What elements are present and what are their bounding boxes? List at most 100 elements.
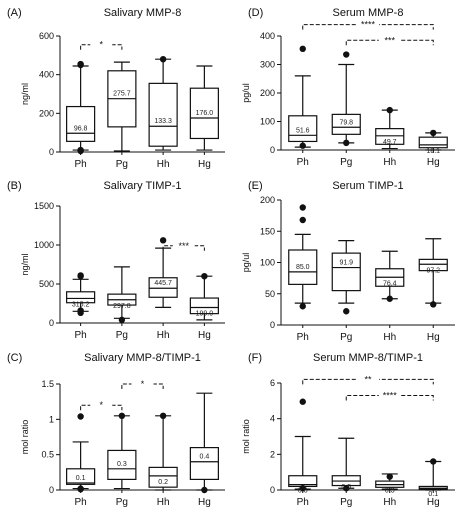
outlier-point [159,56,167,63]
median-label: 85.0 [296,264,310,271]
panel-letter: (C) [7,352,22,364]
box-body [375,128,405,145]
median-label: 315.2 [72,301,90,308]
median-label: 91.9 [339,260,353,267]
median-label: 79.8 [339,119,353,126]
outlier-point [299,45,306,53]
box-hg: 0.1 [418,458,448,498]
box-pg: 0.3 [107,412,137,490]
outlier-point [299,303,306,310]
outlier-point [299,485,306,492]
x-tick-label: Hh [383,332,396,343]
median-label: 133.3 [154,118,172,125]
outlier-point [430,129,437,137]
y-tick-label: 100 [260,258,275,268]
bracket-label-bg [357,19,379,30]
box-body [148,82,178,147]
x-tick-label: Hg [198,497,211,508]
box-hg: 18.1 [418,129,448,155]
x-tick-label: Hh [383,157,396,168]
y-tick-label: 500 [39,279,54,289]
box-hg: 97.2 [418,238,448,308]
box-body [189,87,219,140]
box-body [148,466,178,488]
bracket-label: ** [364,374,372,384]
median-label: 18.1 [426,148,440,155]
outlier-point [77,272,84,279]
outlier-point [159,237,167,244]
box-ph: 51.6 [288,45,318,149]
panel-letter: (B) [7,180,22,192]
x-tick-label: Hg [198,159,211,170]
y-axis-label: ng/ml [20,83,30,105]
y-tick-label: 1 [49,414,54,424]
median-label: 0.1 [76,475,86,482]
box-body [418,136,448,149]
y-tick-label: 100 [260,117,275,127]
median-label: 97.2 [426,267,440,274]
y-tick-label: 1500 [34,201,54,211]
x-tick-label: Hg [427,157,440,168]
box-body [148,277,178,298]
outlier-point [343,51,350,58]
significance-bracket: **** [345,390,434,401]
box-hh: 445.7 [148,237,178,308]
median-label: 49.7 [383,139,397,146]
x-tick-label: Ph [75,159,87,170]
x-tick-label: Pg [116,330,128,341]
x-tick-label: Hh [383,497,396,508]
box-body [331,252,361,292]
bracket-line [302,24,434,30]
x-tick-label: Hg [427,332,440,343]
median-label: 297.8 [113,303,131,310]
panel-f: (F) Serum MMP-8/TIMP-1 0 2 4 6 mol ratio Ph Pg Hh… [241,352,455,508]
panel-title: Salivary MMP-8/TIMP-1 [84,352,201,364]
outlier-point [343,485,350,492]
bracket-label: *** [384,35,395,45]
box-pg: 79.8 [331,51,361,147]
x-tick-label: Pg [340,497,352,508]
y-tick-label: 0 [270,485,275,495]
outlier-point [430,301,437,308]
y-axis-label: pg/ul [241,253,251,273]
bracket-label-bg [378,390,401,401]
x-tick-label: Ph [297,497,309,508]
y-tick-label: 50 [265,289,275,299]
box-pg: 0.5 [331,437,361,492]
box-pg: 297.8 [107,266,137,324]
x-tick-label: Pg [340,157,352,168]
box-pg: 275.7 [107,61,137,152]
y-tick-label: 4 [270,414,275,424]
median-label: 0.3 [298,488,308,495]
panel-title: Salivary MMP-8 [104,7,182,19]
y-tick-label: 300 [260,60,275,70]
bracket-label: * [141,379,145,389]
x-tick-label: Ph [297,157,309,168]
panel-letter: (A) [7,7,22,19]
box-hg: 199.0 [189,273,219,321]
box-ph: 85.0 [288,204,318,310]
y-tick-label: 1.5 [41,379,54,389]
significance-bracket: *** [345,35,434,46]
y-axis-label: mol ratio [20,420,30,455]
outlier-point [77,307,84,314]
box-pg: 91.9 [331,240,361,315]
significance-bracket: *** [162,240,205,251]
bracket-label: * [99,400,103,410]
y-tick-label: 6 [270,378,275,388]
y-tick-label: 200 [260,195,275,205]
outlier-point [386,295,393,302]
bracket-label-bg [172,240,195,251]
outlier-point [343,139,350,147]
box-body [418,258,448,272]
outlier-point [118,316,126,324]
median-label: 445.7 [154,280,172,287]
box-ph: 0.3 [288,398,318,495]
bracket-label-bg [378,35,401,46]
y-tick-label: 1000 [34,240,54,250]
bracket-line [302,378,434,385]
box-ph: 315.2 [66,272,96,317]
bracket-label-bg [90,400,113,411]
panel-title: Serum MMP-8 [333,7,404,19]
